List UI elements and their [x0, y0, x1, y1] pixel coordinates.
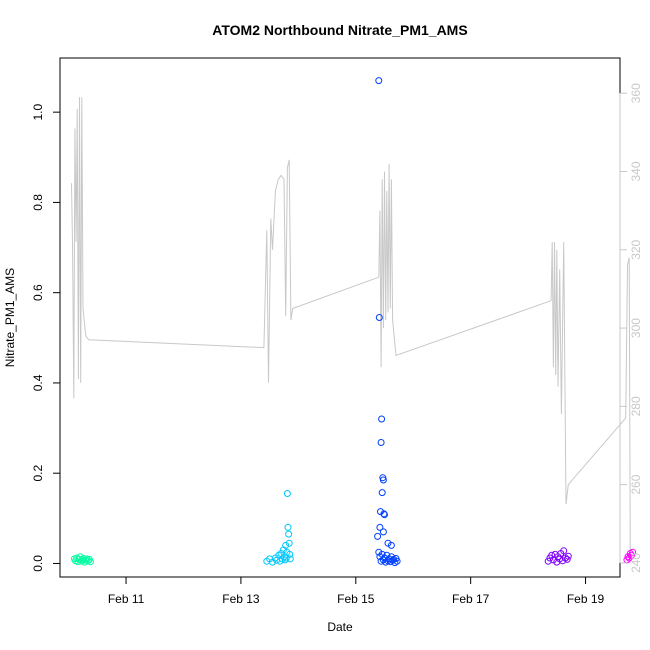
chart-title: ATOM2 Northbound Nitrate_PM1_AMS: [212, 22, 467, 38]
data-point-series-3: [374, 532, 382, 540]
x-axis: Feb 11 Feb 13 Feb 15 Feb 17 Feb 19: [108, 576, 605, 606]
data-points: [70, 77, 637, 567]
data-point-series-1: [86, 558, 94, 566]
data-point-series-2: [276, 557, 284, 565]
y-axis: 0.0 0.2 0.4 0.6 0.8 1.0: [31, 103, 61, 572]
x-tick-label: Feb 17: [452, 592, 490, 606]
data-point-series-2: [282, 541, 290, 549]
x-tick-label: Feb 11: [108, 592, 145, 606]
data-point-series-4: [564, 552, 572, 560]
right-y-tick-label: 340: [629, 161, 643, 181]
y-tick-label: 0.8: [31, 194, 45, 211]
data-point-series-2: [286, 555, 294, 563]
data-point-series-3: [377, 439, 385, 446]
data-point-series-3: [393, 557, 401, 565]
data-point-series-5: [629, 548, 637, 556]
x-tick-label: Feb 15: [337, 592, 375, 606]
data-point-series-3: [375, 314, 383, 321]
y-tick-label: 1.0: [31, 103, 45, 120]
data-point-series-2: [285, 539, 293, 547]
data-point-series-2: [282, 554, 290, 562]
data-point-series-3: [379, 476, 387, 484]
data-point-series-3: [387, 541, 395, 549]
data-point-series-2: [283, 490, 291, 497]
y-axis-label: Nitrate_PM1_AMS: [3, 268, 17, 367]
x-tick-label: Feb 19: [567, 592, 605, 606]
data-point-series-4: [548, 551, 556, 559]
data-point-series-3: [379, 528, 387, 536]
data-point-series-2: [285, 530, 293, 538]
right-y-tick-label: 360: [629, 83, 643, 103]
right-y-tick-label: 300: [629, 318, 643, 338]
secondary-series-line: [71, 97, 631, 563]
data-point-series-2: [286, 550, 294, 558]
data-point-series-3: [378, 489, 386, 497]
right-y-tick-label: 240: [629, 553, 643, 573]
x-axis-label: Date: [327, 620, 353, 634]
data-point-series-3: [376, 523, 384, 531]
y-tick-label: 0.4: [31, 374, 45, 391]
data-point-series-2: [281, 556, 289, 564]
secondary-line: [71, 97, 631, 563]
right-y-axis: 240 260 280 300 320 340 360: [619, 83, 643, 573]
data-point-series-3: [381, 511, 388, 519]
right-y-tick-label: 280: [629, 396, 643, 416]
data-point-series-3: [375, 77, 383, 85]
data-point-series-3: [378, 415, 386, 423]
plot-frame: [59, 57, 621, 578]
right-y-tick-label: 320: [629, 239, 643, 259]
x-tick-label: Feb 13: [222, 592, 260, 606]
right-y-tick-label: 260: [629, 474, 643, 494]
data-point-series-4: [560, 547, 568, 555]
data-point-series-2: [284, 523, 292, 531]
y-tick-label: 0.0: [31, 555, 45, 572]
data-point-series-3: [389, 556, 397, 564]
data-point-series-4: [563, 555, 571, 563]
y-tick-label: 0.2: [31, 465, 45, 482]
data-point-series-5: [628, 551, 635, 559]
y-tick-label: 0.6: [31, 284, 45, 301]
